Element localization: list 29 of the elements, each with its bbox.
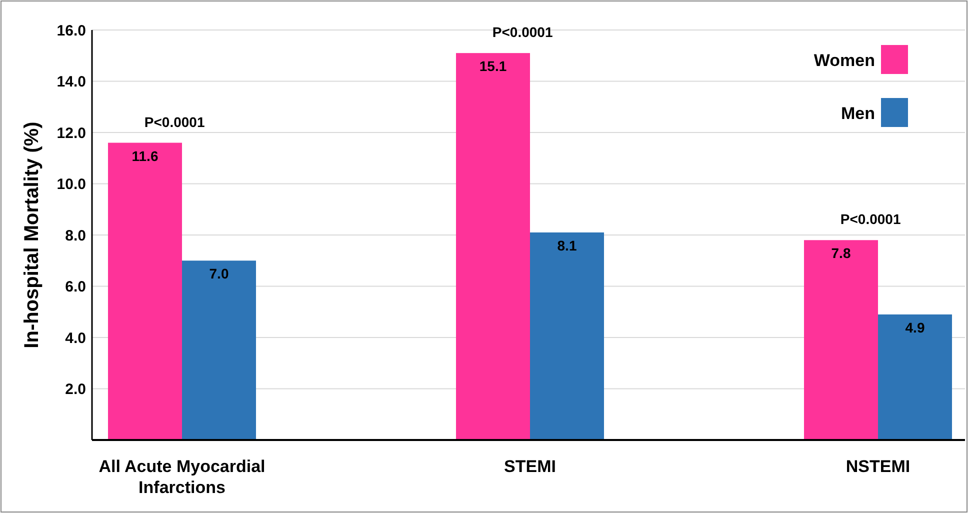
bar <box>108 142 182 440</box>
legend-label: Women <box>814 50 875 70</box>
bar <box>530 232 604 440</box>
bar <box>182 260 256 440</box>
bar <box>804 240 878 440</box>
x-tick-label: STEMI <box>504 457 556 476</box>
y-tick-label: 16.0 <box>56 22 86 40</box>
data-label: 7.0 <box>209 266 229 282</box>
annotation: P<0.0001 <box>144 114 205 130</box>
data-label: 7.8 <box>831 245 851 262</box>
data-label: 11.6 <box>132 148 158 164</box>
data-label: 8.1 <box>557 237 577 254</box>
y-tick-label: 8.0 <box>65 227 86 244</box>
y-tick-label: 14.0 <box>56 74 86 90</box>
bar <box>456 53 530 440</box>
x-tick-label: All Acute Myocardial Infarctions <box>98 457 266 497</box>
y-tick-label: 4.0 <box>65 330 86 347</box>
x-tick-label: NSTEMI <box>846 457 910 476</box>
y-axis-title: In-hospital Mortality (%) <box>21 122 43 348</box>
annotation: P<0.0001 <box>840 211 901 228</box>
y-tick-label: 6.0 <box>65 278 86 296</box>
legend-label: Men <box>841 104 875 123</box>
data-label: 4.9 <box>905 319 925 336</box>
annotation: P<0.0001 <box>492 24 553 40</box>
data-label: 15.1 <box>479 58 507 74</box>
bar <box>878 314 952 440</box>
y-tick-label: 2.0 <box>65 381 86 398</box>
y-tick-label: 12.0 <box>56 124 86 142</box>
y-tick-label: 10.0 <box>56 176 86 193</box>
